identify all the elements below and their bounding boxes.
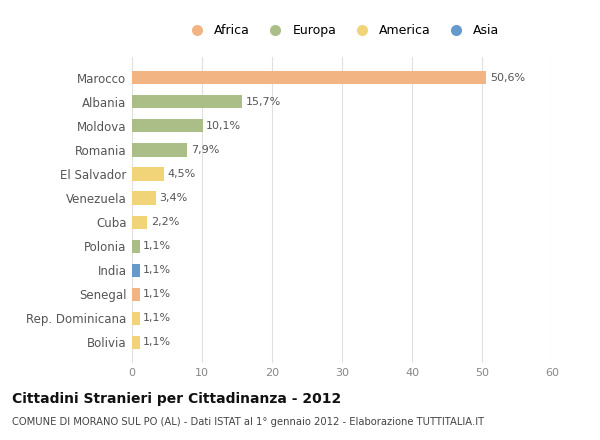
Bar [132, 336, 140, 349]
Text: 3,4%: 3,4% [160, 193, 188, 203]
Bar [132, 240, 140, 253]
Text: COMUNE DI MORANO SUL PO (AL) - Dati ISTAT al 1° gennaio 2012 - Elaborazione TUTT: COMUNE DI MORANO SUL PO (AL) - Dati ISTA… [12, 417, 484, 427]
Text: 1,1%: 1,1% [143, 313, 172, 323]
Bar [132, 167, 163, 180]
Bar [132, 95, 242, 108]
Bar [132, 216, 148, 229]
Legend: Africa, Europa, America, Asia: Africa, Europa, America, Asia [181, 21, 503, 41]
Text: 1,1%: 1,1% [143, 337, 172, 348]
Text: 1,1%: 1,1% [143, 290, 172, 299]
Text: 10,1%: 10,1% [206, 121, 241, 131]
Text: 2,2%: 2,2% [151, 217, 179, 227]
Text: Cittadini Stranieri per Cittadinanza - 2012: Cittadini Stranieri per Cittadinanza - 2… [12, 392, 341, 406]
Text: 1,1%: 1,1% [143, 241, 172, 251]
Bar [132, 288, 140, 301]
Text: 50,6%: 50,6% [490, 73, 525, 83]
Text: 4,5%: 4,5% [167, 169, 195, 179]
Bar [132, 143, 187, 157]
Bar [132, 264, 140, 277]
Bar [132, 119, 203, 132]
Text: 1,1%: 1,1% [143, 265, 172, 275]
Text: 15,7%: 15,7% [245, 97, 281, 107]
Bar [132, 191, 156, 205]
Bar [132, 71, 486, 84]
Bar [132, 312, 140, 325]
Text: 7,9%: 7,9% [191, 145, 219, 155]
